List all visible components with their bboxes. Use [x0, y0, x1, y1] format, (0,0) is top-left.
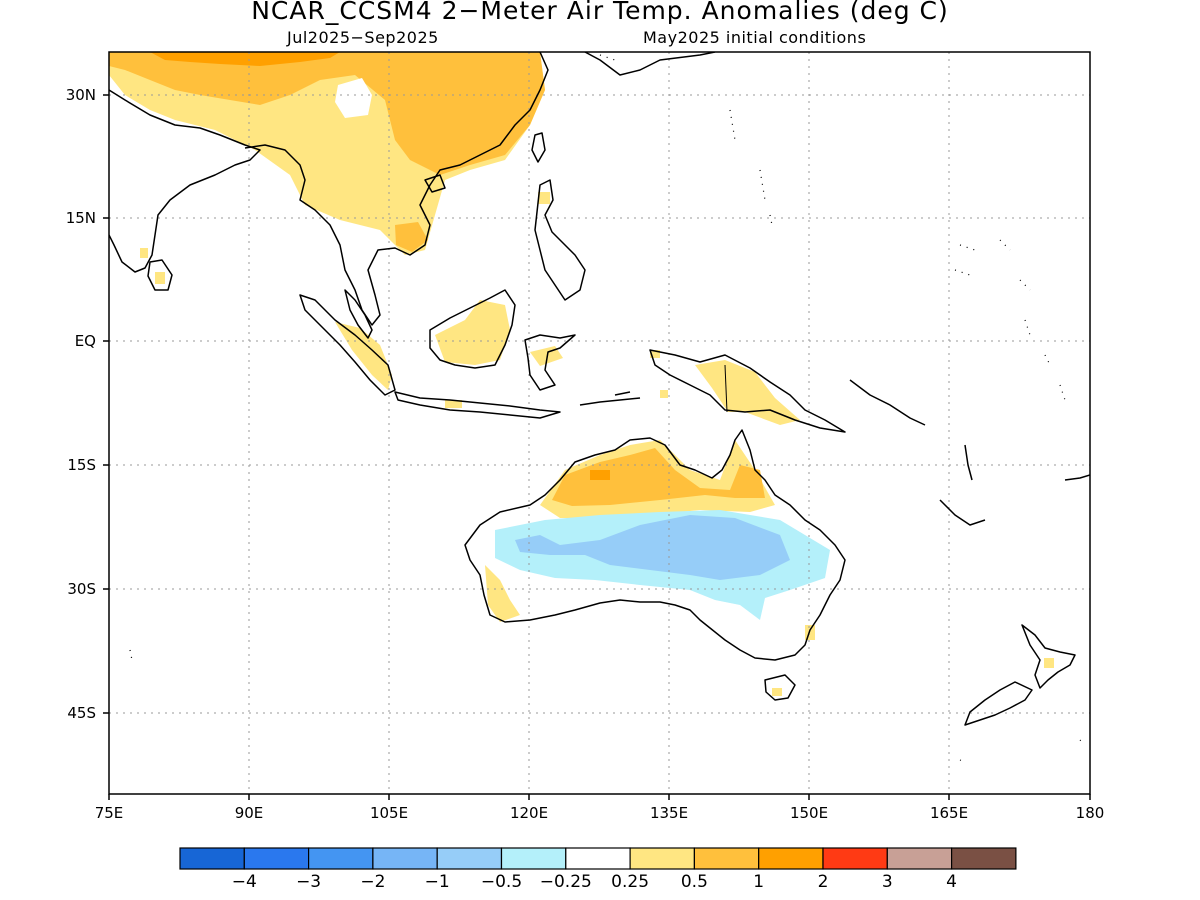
anomaly-caus-m1 [515, 515, 790, 580]
colorbar-label: −1 [424, 872, 450, 892]
coast-borneo [429, 289, 516, 369]
coast-java [394, 391, 561, 419]
colorbar-swatch [886, 847, 953, 870]
colorbar-label: 3 [881, 872, 893, 892]
lon-label-75e: 75E [94, 804, 124, 822]
anomaly-newguinea [695, 360, 800, 425]
colorbar-label: −2 [360, 872, 386, 892]
colorbar-label: −0.25 [539, 872, 592, 892]
anomaly-java [445, 400, 462, 408]
colorbar-label: 0.25 [611, 872, 650, 892]
anomaly-china-2 [150, 52, 340, 66]
coast-nz-south [964, 681, 1033, 726]
colorbar-label: 2 [817, 872, 829, 892]
coast-philippines [534, 179, 586, 301]
coast-australia [464, 429, 846, 661]
lat-label-30s: 30S [67, 580, 96, 598]
colorbar [179, 847, 1017, 870]
lat-label-15n: 15N [65, 209, 96, 227]
anomaly-naus-1 [552, 448, 765, 506]
anomaly-field [109, 52, 1054, 696]
coast-sumatra [299, 294, 396, 396]
coast-india [109, 89, 261, 273]
colorbar-swatch [758, 847, 824, 870]
coast-newguinea [649, 349, 846, 433]
lon-label-150e: 150E [789, 804, 829, 822]
colorbar-swatch [693, 847, 760, 870]
anomaly-waus-0p5 [485, 565, 520, 622]
colorbar-label: −4 [231, 872, 257, 892]
map-title: NCAR_CCSM4 2−Meter Air Temp. Anomalies (… [251, 0, 949, 25]
lat-label-45s: 45S [67, 704, 96, 722]
coast-japan [584, 52, 716, 76]
lon-label-180: 180 [1075, 804, 1105, 822]
anomaly-se-aus [772, 625, 1054, 696]
coast-nz-north [1021, 624, 1076, 689]
coastlines [109, 52, 1090, 763]
initial-conditions: May2025 initial conditions [643, 28, 867, 47]
anomaly-china-1 [109, 52, 545, 175]
coast-timor-chain [579, 391, 641, 406]
lat-label-15s: 15S [67, 456, 96, 474]
coast-tasmania [764, 674, 796, 701]
colorbar-swatch [950, 847, 1017, 870]
plot-frame [108, 51, 1091, 795]
coast-solomons [849, 379, 926, 426]
colorbar-swatch [179, 847, 245, 870]
colorbar-swatch [243, 847, 310, 870]
lon-label-165e: 165E [929, 804, 969, 822]
coast-taiwan [531, 132, 546, 163]
coast-vanuatu-fiji [939, 444, 1090, 526]
colorbar-label: 4 [946, 872, 958, 892]
lon-label-90e: 90E [234, 804, 264, 822]
coast-sulawesi [524, 334, 576, 391]
colorbar-label: 0.5 [680, 872, 708, 892]
anomaly-tibet-white [335, 78, 372, 118]
lat-label-eq: EQ [74, 332, 96, 350]
anomaly-sumatra [335, 322, 392, 390]
colorbar-swatch [308, 847, 374, 870]
lon-label-105e: 105E [369, 804, 409, 822]
coast-newguinea-border [724, 364, 728, 413]
colorbar-swatch [565, 847, 631, 870]
colorbar-label: 1 [753, 872, 765, 892]
lat-label-30n: 30N [65, 86, 96, 104]
tick-marks [103, 94, 1091, 800]
anomaly-borneo [435, 300, 510, 365]
colorbar-label: −0.5 [480, 872, 523, 892]
lon-label-120e: 120E [509, 804, 549, 822]
coast-srilanka [147, 259, 173, 291]
forecast-period: Jul2025−Sep2025 [287, 28, 439, 47]
colorbar-swatch [436, 847, 503, 870]
colorbar-label: −3 [296, 872, 322, 892]
colorbar-swatch [822, 847, 888, 870]
coast-hainan [424, 174, 446, 193]
graticule [109, 52, 1090, 794]
colorbar-swatch [372, 847, 438, 870]
colorbar-swatch [500, 847, 567, 870]
anomaly-sulawesi [530, 346, 563, 366]
lon-label-135e: 135E [649, 804, 689, 822]
coast-pacific-islands [129, 54, 1083, 763]
anomaly-indochina-1 [395, 222, 428, 252]
anomaly-naus-2 [590, 470, 610, 480]
coast-malaya [344, 289, 373, 339]
colorbar-swatch [629, 847, 695, 870]
coast-myanmar-indochina [244, 52, 549, 326]
